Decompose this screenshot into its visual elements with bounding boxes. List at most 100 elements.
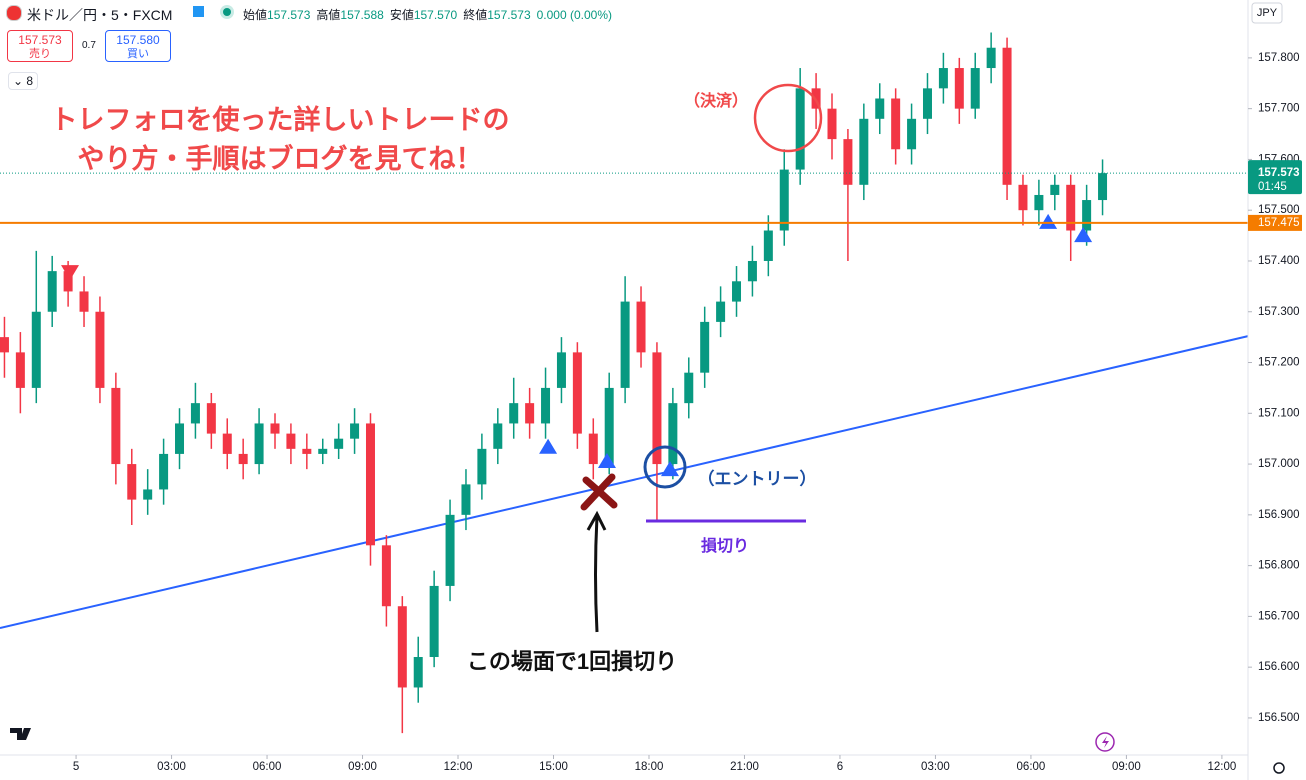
- quote: 始値157.573 高値157.588 安値157.570 終値157.573 0.00…: [243, 6, 612, 23]
- x-tick-label: 21:00: [730, 761, 759, 773]
- candle-body: [493, 423, 503, 449]
- y-tick-label: 156.700: [1258, 610, 1300, 622]
- y-tick-label: 156.800: [1258, 560, 1300, 572]
- candle-body: [397, 606, 407, 688]
- candle-body: [127, 464, 137, 500]
- arrow: [586, 510, 607, 633]
- signal-up: [597, 453, 616, 469]
- sell-button[interactable]: 157.573 売り: [7, 30, 73, 62]
- y-tick-label: 157.000: [1258, 458, 1300, 470]
- x-tick-label: 12:00: [1208, 761, 1237, 773]
- x-tick-label: 03:00: [157, 761, 186, 773]
- candle-body: [859, 118, 869, 185]
- candle-body: [747, 260, 757, 282]
- lightning-icon[interactable]: [1095, 732, 1115, 752]
- candle-body: [509, 403, 519, 424]
- candle-body: [795, 88, 805, 170]
- exit-label: （決済）: [684, 91, 748, 110]
- candle-body: [652, 352, 662, 465]
- x-tick-label: 09:00: [348, 761, 377, 773]
- candle-body: [477, 448, 487, 485]
- candle-body: [222, 433, 232, 454]
- y-tick-label: 157.200: [1258, 357, 1300, 369]
- candle-body: [159, 453, 169, 490]
- buy-label: 買い: [127, 48, 149, 60]
- candle-body: [668, 403, 678, 465]
- candle-body: [970, 68, 980, 109]
- entry-circle: [643, 445, 687, 489]
- candle-body: [79, 291, 89, 312]
- last-price-box: [1248, 160, 1302, 195]
- y-tick-label: 157.700: [1258, 103, 1300, 115]
- candle-body: [461, 484, 471, 515]
- candle-body: [318, 448, 328, 454]
- candle-body: [938, 68, 948, 89]
- candle-body: [1066, 184, 1076, 231]
- buy-price: 157.580: [116, 33, 160, 47]
- quote-label: 高値: [316, 8, 341, 22]
- sell-label: 売り: [29, 48, 51, 60]
- sell-price: 157.573: [18, 33, 62, 47]
- settings-icon[interactable]: [1273, 762, 1285, 774]
- level-label: 157.475: [1258, 217, 1300, 229]
- indicator-toggle[interactable]: ⌄ 8: [8, 72, 38, 90]
- candle-body: [684, 372, 694, 404]
- quote-value: 157.570: [413, 8, 458, 22]
- y-tick-label: 157.100: [1258, 407, 1300, 419]
- x-tick-label: 5: [73, 761, 79, 773]
- candle-body: [302, 448, 312, 454]
- candle-body: [175, 423, 185, 454]
- x-tick-label: 15:00: [539, 761, 568, 773]
- candle-body: [891, 98, 901, 150]
- y-tick-label: 156.900: [1258, 509, 1300, 521]
- signal-up: [1074, 227, 1093, 243]
- lightning-icon: [1102, 736, 1109, 748]
- quote-label: 安値: [389, 8, 414, 22]
- y-tick-label: 157.400: [1258, 255, 1300, 267]
- candle-body: [47, 271, 57, 312]
- candle-body: [700, 321, 710, 373]
- x-tick-label: 06:00: [1017, 761, 1046, 773]
- candle-body: [843, 139, 853, 185]
- y-tick-label: 156.500: [1258, 712, 1300, 724]
- candle-body: [0, 337, 9, 353]
- entry-label: （エントリー）: [698, 468, 817, 488]
- quote-value: 157.573: [487, 8, 531, 22]
- candle-body: [254, 423, 264, 465]
- candle-body: [636, 301, 646, 353]
- candle-body: [556, 352, 566, 388]
- currency-box[interactable]: [1251, 2, 1283, 24]
- y-tick-label: 157.800: [1258, 52, 1300, 64]
- status-dot: [223, 8, 231, 16]
- signal-up: [660, 461, 679, 477]
- candle-body: [31, 311, 41, 388]
- candle-body: [1034, 194, 1044, 211]
- candle-body: [986, 47, 996, 69]
- trendline: [0, 335, 1249, 630]
- quote-value: 157.573: [267, 8, 311, 22]
- candle-body: [381, 545, 391, 607]
- note: この場面で1回損切り: [467, 649, 677, 674]
- candle-body: [334, 438, 344, 449]
- candle-body: [732, 281, 742, 302]
- symbol[interactable]: 米ドル／円・5・FXCM: [27, 7, 173, 23]
- buy-button[interactable]: 157.580 買い: [105, 30, 171, 62]
- x-mark: [580, 473, 618, 511]
- logo[interactable]: [10, 728, 31, 740]
- candle-body: [95, 311, 105, 388]
- currency: JPY: [1257, 7, 1278, 19]
- y-tick-label: 157.500: [1258, 204, 1300, 216]
- x-tick-label: 03:00: [921, 761, 950, 773]
- candle-body: [206, 403, 216, 434]
- headline: トレフォロを使った詳しいトレードの: [51, 104, 510, 135]
- y-tick-label: 157.300: [1258, 306, 1300, 318]
- candle-body: [716, 301, 726, 322]
- candle-body: [238, 453, 248, 465]
- candle-body: [365, 423, 375, 546]
- x-tick-label: 12:00: [444, 761, 473, 773]
- candle-body: [588, 433, 598, 465]
- candle-body: [190, 403, 200, 424]
- candle-body: [827, 108, 837, 140]
